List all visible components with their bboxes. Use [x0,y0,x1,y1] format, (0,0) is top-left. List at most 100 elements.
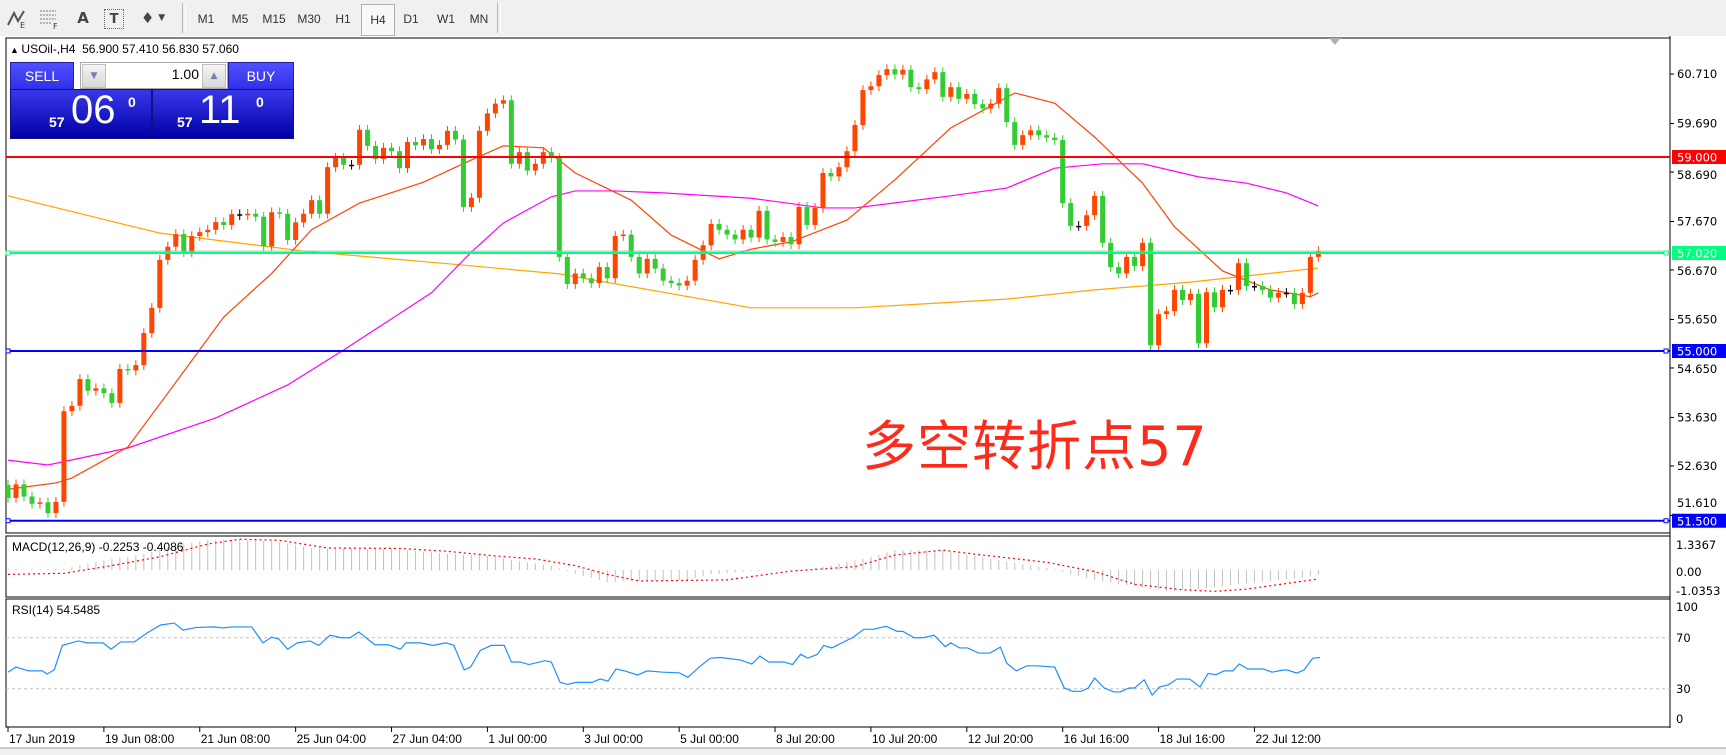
candle-body [1180,289,1186,301]
candle [157,254,163,313]
price-label: 58.690 [1677,168,1717,182]
candle [1108,237,1114,272]
candle-body [1108,242,1114,268]
chart-scrollbar[interactable] [0,748,1726,755]
candle-body [684,280,690,286]
candle [772,234,778,247]
elliott-wave-icon[interactable]: E [4,6,30,30]
candle-body [205,229,211,233]
timeframe-mn[interactable]: MN [469,12,489,26]
candle-body [1172,289,1178,312]
candle-body [668,280,674,284]
candle [1044,130,1050,143]
candle-body [61,411,67,502]
candle-body [309,200,315,214]
candle-body [780,237,786,242]
lot-increase-button[interactable]: ▲ [202,64,226,88]
candle [221,217,227,230]
candle-body [692,259,698,281]
candle [69,400,75,416]
candle [988,98,994,114]
candle-body [29,496,35,504]
candle [628,229,634,262]
candle-body [972,93,978,105]
buy-price-button[interactable]: 57 11 0 [152,88,294,139]
indicator-axes: 1.3367 0.00 -1.0353 100 70 30 0 [1676,538,1720,726]
macd-plot [7,538,1319,592]
timeframe-m5[interactable]: M5 [231,12,249,26]
candle-body [1243,263,1249,287]
text-icon[interactable]: A [77,9,89,27]
candle [740,224,746,245]
candle-body [732,234,738,240]
candle [836,162,842,182]
chart-annotation-text[interactable]: 多空转折点57 [862,415,1208,478]
candle-body [341,157,347,165]
candle [804,202,810,230]
candle-body [1068,203,1074,226]
candle-body [213,221,219,230]
timeframe-m30[interactable]: M30 [297,12,321,26]
time-label: 27 Jun 04:00 [393,732,463,746]
candle [117,364,123,408]
candle-body [956,87,962,99]
candle [1156,309,1162,351]
candle-body [716,223,722,230]
sell-button[interactable]: SELL [10,62,74,90]
level-handle [1663,250,1669,256]
candle-body [812,207,818,225]
candle [1116,262,1122,279]
candle-body [1211,292,1217,308]
fibonacci-icon[interactable]: F [36,6,62,30]
arrows-icon[interactable]: ♦ ▼ [136,6,170,30]
candle-body [1275,292,1281,298]
candle-body [1148,242,1154,346]
candle [468,192,474,212]
candle-body [373,145,379,159]
collapse-triangle-icon[interactable]: ▲ [10,45,22,55]
timeframe-m15[interactable]: M15 [262,12,286,26]
candle [325,162,331,219]
candle-body [564,256,570,285]
timeframe-d1[interactable]: D1 [403,12,419,26]
candle-body [772,239,778,242]
rsi-plot [6,622,1670,697]
price-chart[interactable]: 60.710 59.690 58.690 57.670 56.670 55.650 54.6… [0,36,1726,755]
candle-body [484,113,490,131]
candle [908,64,914,93]
text-label-icon[interactable]: T [104,9,124,29]
candle [109,388,115,408]
candle [580,268,586,284]
price-label: 52.630 [1677,459,1717,473]
candle [13,479,19,503]
candle-body [1219,289,1225,308]
candle-body [221,221,227,225]
level-handle [5,250,11,256]
lot-decrease-button[interactable]: ▼ [82,64,106,88]
timeframe-w1[interactable]: W1 [437,12,455,26]
buy-button[interactable]: BUY [228,62,294,90]
candle-body [804,206,810,225]
lot-size-input[interactable]: ▼ 1.00 ▲ [80,62,228,89]
candle-body [444,130,450,145]
candle-body [1235,263,1241,290]
candle-body [1020,135,1026,145]
candle [125,364,131,376]
candle [237,209,243,221]
timeframe-h1[interactable]: H1 [335,12,351,26]
chart-shift-marker-icon[interactable] [1329,38,1341,45]
candle-body [229,214,235,225]
candle-body [708,223,714,246]
timeframe-h4[interactable]: H4 [361,4,395,36]
macd-signal-line [7,538,1319,592]
candle-body [724,229,730,235]
timeframe-m1[interactable]: M1 [197,12,215,26]
sell-price-button[interactable]: 57 06 0 [10,88,152,139]
candle-body [860,90,866,125]
candle [940,67,946,102]
time-label: 19 Jun 08:00 [105,732,175,746]
candle [876,70,882,92]
candle [444,125,450,150]
level-price-tag [1672,246,1726,261]
candle [349,159,355,170]
